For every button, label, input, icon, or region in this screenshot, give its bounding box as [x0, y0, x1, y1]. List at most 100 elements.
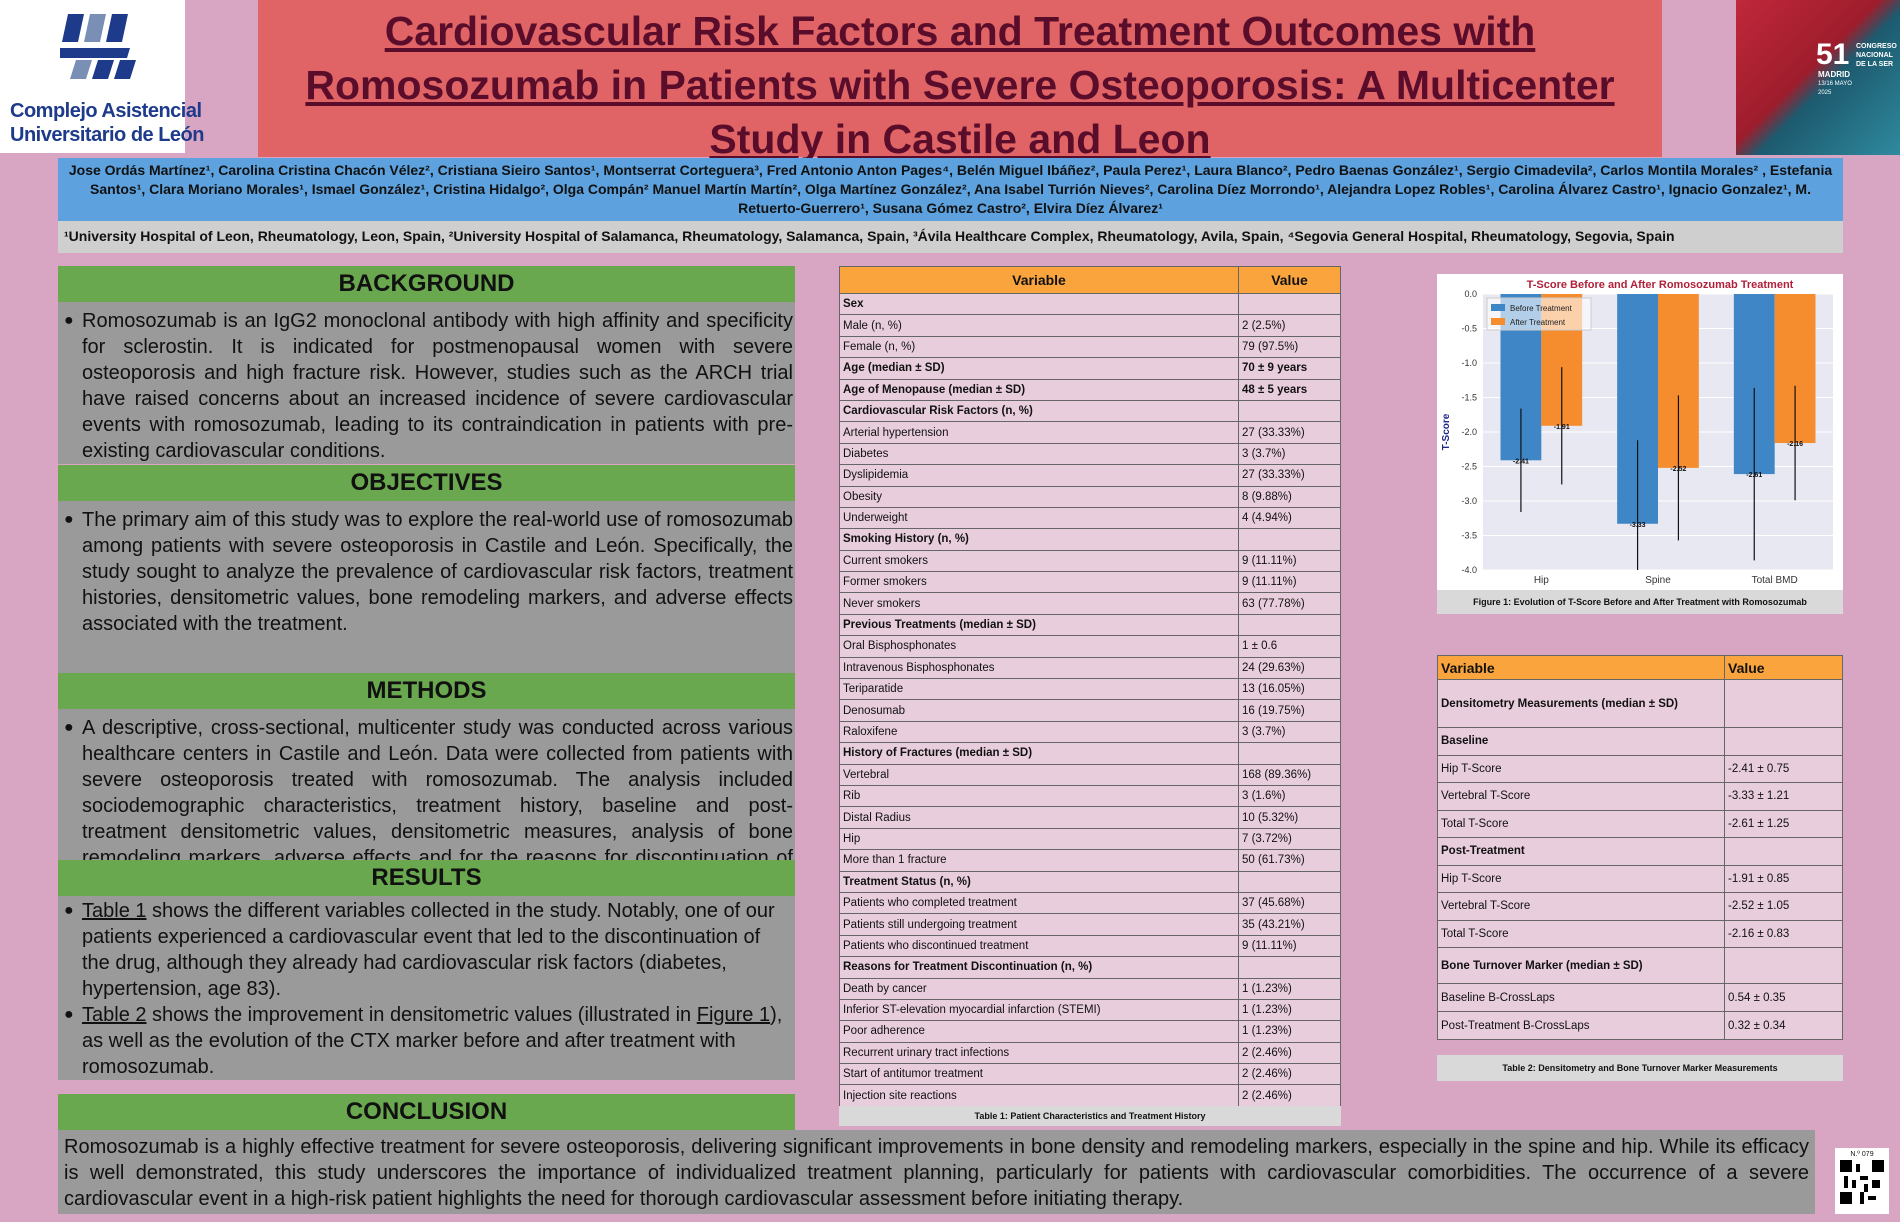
- table1-cell-value: [1238, 956, 1341, 979]
- table1-row: Inferior ST-elevation myocardial infarct…: [839, 998, 1341, 1022]
- table1-row: Former smokers 9 (11.11%): [839, 571, 1341, 594]
- table1-cell-value: 48 ± 5 years: [1238, 378, 1341, 401]
- table1-row: Reasons for Treatment Discontinuation (n…: [839, 956, 1341, 979]
- table1-cell-variable: Recurrent urinary tract infections: [839, 1041, 1239, 1065]
- table1-cell-variable: Denosumab: [839, 699, 1239, 722]
- chart-legend-label: After Treatment: [1510, 318, 1566, 327]
- table1-link[interactable]: Table 1: [82, 900, 147, 922]
- table1-row: Sex: [839, 292, 1341, 316]
- table2-row: Total T-Score -2.16 ± 0.83: [1437, 919, 1843, 948]
- table1-cell-value: 2 (2.5%): [1238, 314, 1341, 337]
- table1-cell-variable: Female (n, %): [839, 335, 1239, 359]
- table1-row: Obesity 8 (9.88%): [839, 485, 1341, 508]
- table1-row: Male (n, %) 2 (2.5%): [839, 314, 1341, 337]
- table1-cell-variable: Arterial hypertension: [839, 421, 1239, 444]
- table1-row: Teriparatide 13 (16.05%): [839, 678, 1341, 701]
- table1-cell-value: 1 (1.23%): [1238, 998, 1341, 1022]
- chart-y-tick-label: -2.0: [1461, 427, 1477, 437]
- table1-cell-variable: Previous Treatments (median ± SD): [839, 613, 1239, 637]
- table1-cell-value: 13 (16.05%): [1238, 678, 1341, 701]
- poster-title-box: Cardiovascular Risk Factors and Treatmen…: [258, 0, 1662, 162]
- results-bullet-2: Table 2 shows the improvement in densito…: [62, 1002, 793, 1080]
- table1-cell-value: 1 ± 0.6: [1238, 635, 1341, 658]
- table2-cell-value: [1724, 679, 1843, 728]
- conclusion-heading: CONCLUSION: [58, 1094, 795, 1130]
- table1-row: Distal Radius 10 (5.32%): [839, 806, 1341, 829]
- table1-cell-value: 35 (43.21%): [1238, 913, 1341, 936]
- chart-y-tick-label: -3.0: [1461, 496, 1477, 506]
- chart-y-axis-label: T-Score: [1441, 413, 1452, 450]
- table1-cell-variable: Never smokers: [839, 592, 1239, 615]
- table2-cell-variable: Post-Treatment B-CrossLaps: [1437, 1011, 1725, 1040]
- chart-y-tick-label: -1.5: [1461, 393, 1477, 403]
- table2-link[interactable]: Table 2: [82, 1004, 147, 1026]
- table2-row: Densitometry Measurements (median ± SD): [1437, 679, 1843, 728]
- table1-cell-value: 7 (3.72%): [1238, 827, 1341, 851]
- table1-row: Age (median ± SD) 70 ± 9 years: [839, 357, 1341, 380]
- table1-caption: Table 1: Patient Characteristics and Tre…: [839, 1106, 1341, 1126]
- table1-cell-variable: Male (n, %): [839, 314, 1239, 337]
- table1-cell-value: [1238, 528, 1341, 551]
- table1-row: Hip 7 (3.72%): [839, 827, 1341, 851]
- table1-cell-value: 4 (4.94%): [1238, 506, 1341, 530]
- chart-legend-label: Before Treatment: [1510, 304, 1573, 313]
- chart-y-tick-label: -3.5: [1461, 531, 1477, 541]
- table1-cell-variable: Hip: [839, 827, 1239, 851]
- table1-cell-variable: Former smokers: [839, 571, 1239, 594]
- table1-cell-value: 24 (29.63%): [1238, 656, 1341, 680]
- table2-container: Variable Value Densitometry Measurements…: [1437, 655, 1843, 1054]
- table2-header-variable: Variable: [1437, 655, 1725, 680]
- table1-cell-variable: Rib: [839, 784, 1239, 808]
- table2-cell-variable: Hip T-Score: [1437, 754, 1725, 783]
- table1-cell-value: 50 (61.73%): [1238, 849, 1341, 872]
- table1-cell-variable: Vertebral: [839, 763, 1239, 786]
- chart-x-tick-label: Total BMD: [1752, 575, 1798, 586]
- table1-cell-value: [1238, 870, 1341, 893]
- table1-cell-variable: Patients who discontinued treatment: [839, 934, 1239, 958]
- table2-row: Baseline: [1437, 727, 1843, 756]
- table2-cell-variable: Vertebral T-Score: [1437, 782, 1725, 811]
- table1-cell-value: 63 (77.78%): [1238, 592, 1341, 615]
- qr-code-icon: [1840, 1160, 1884, 1204]
- chart-data-label: -1.91: [1554, 424, 1570, 431]
- table1-cell-variable: Intravenous Bisphosphonates: [839, 656, 1239, 680]
- table2-cell-variable: Vertebral T-Score: [1437, 892, 1725, 921]
- table1-header-value: Value: [1238, 266, 1341, 294]
- table1-cell-variable: Death by cancer: [839, 977, 1239, 1000]
- table2-cell-value: [1724, 947, 1843, 984]
- background-heading: BACKGROUND: [58, 266, 795, 302]
- table1-row: Injection site reactions 2 (2.46%): [839, 1084, 1341, 1107]
- table2-row: Hip T-Score -2.41 ± 0.75: [1437, 754, 1843, 783]
- results-bullet-2-text-b: ), as well as the evolution of the CTX m…: [82, 1004, 783, 1078]
- table1-cell-value: 10 (5.32%): [1238, 806, 1341, 829]
- table1-cell-value: 3 (3.7%): [1238, 720, 1341, 744]
- table1-cell-value: 168 (89.36%): [1238, 763, 1341, 786]
- background-text: Romosozumab is an IgG2 monoclonal antibo…: [62, 308, 793, 464]
- table1-cell-variable: Inferior ST-elevation myocardial infarct…: [839, 998, 1239, 1022]
- figure1-link[interactable]: Figure 1: [696, 1004, 771, 1026]
- hospital-logo-mark: [60, 14, 136, 79]
- table1-cell-variable: Dyslipidemia: [839, 464, 1239, 487]
- table2-cell-value: -1.91 ± 0.85: [1724, 864, 1843, 893]
- table1-cell-variable: Smoking History (n, %): [839, 528, 1239, 551]
- table1-row: Arterial hypertension 27 (33.33%): [839, 421, 1341, 444]
- table1-row: Rib 3 (1.6%): [839, 784, 1341, 808]
- table1-row: Start of antitumor treatment 2 (2.46%): [839, 1063, 1341, 1086]
- chart-y-tick-label: 0.0: [1464, 289, 1477, 299]
- results-bullet-2-text-a: shows the improvement in densitometric v…: [146, 1004, 697, 1026]
- table2-row: Vertebral T-Score -2.52 ± 1.05: [1437, 892, 1843, 921]
- table1-row: Patients who completed treatment 37 (45.6…: [839, 891, 1341, 915]
- table1-header-variable: Variable: [839, 266, 1239, 294]
- table1-cell-value: 3 (1.6%): [1238, 784, 1341, 808]
- table1-row: Never smokers 63 (77.78%): [839, 592, 1341, 615]
- table1-row: Oral Bisphosphonates 1 ± 0.6: [839, 635, 1341, 658]
- table1-cell-value: 37 (45.68%): [1238, 891, 1341, 915]
- table1-cell-variable: Cardiovascular Risk Factors (n, %): [839, 399, 1239, 423]
- chart-x-tick-label: Spine: [1645, 575, 1671, 586]
- table2-header-value: Value: [1724, 655, 1843, 680]
- qr-code[interactable]: N.º 079: [1835, 1148, 1889, 1214]
- table1-cell-variable: Patients who completed treatment: [839, 891, 1239, 915]
- table1-row: Intravenous Bisphosphonates 24 (29.63%): [839, 656, 1341, 680]
- congress-dates: 13/16 MAYO: [1818, 81, 1852, 87]
- table1-cell-variable: Age (median ± SD): [839, 357, 1239, 380]
